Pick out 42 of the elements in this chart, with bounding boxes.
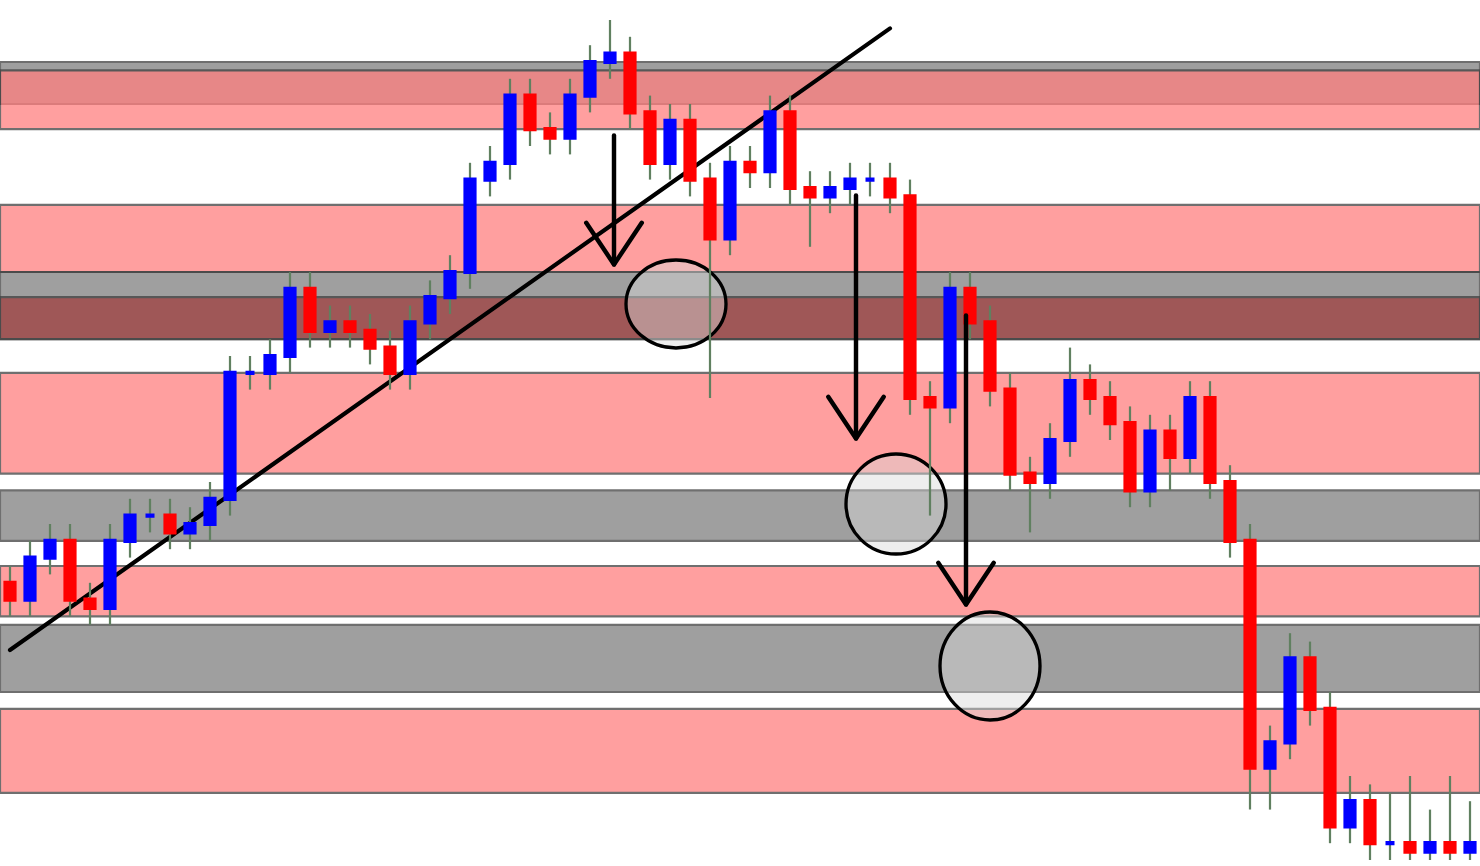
candlestick: [563, 77, 577, 156]
candlestick: [343, 304, 357, 349]
candlestick: [1103, 380, 1117, 442]
candlestick: [823, 170, 837, 215]
candlestick: [743, 144, 757, 190]
candlestick: [603, 18, 617, 80]
candlestick: [923, 380, 937, 517]
candlestick: [423, 279, 437, 341]
candlestick: [883, 161, 897, 215]
candlestick: [43, 522, 57, 576]
candlestick: [1343, 774, 1357, 845]
candlestick: [383, 329, 397, 391]
candlestick: [83, 581, 97, 626]
candlestick: [123, 497, 137, 559]
candlestick: [263, 338, 277, 391]
candlestick: [163, 497, 177, 551]
candlestick: [1443, 774, 1457, 862]
candlestick: [1363, 783, 1377, 862]
candlestick: [363, 312, 377, 366]
candlestick: [1403, 774, 1417, 862]
candlestick: [1163, 413, 1177, 492]
candlestick: [1043, 422, 1057, 500]
candlestick: [663, 102, 677, 181]
candlestick: [963, 270, 977, 341]
candlestick: [1023, 455, 1037, 534]
candlestick: [303, 270, 317, 349]
candlestick: [1083, 363, 1097, 416]
candlestick: [1463, 800, 1477, 862]
candlestick: [1263, 724, 1277, 811]
candlestick: [843, 161, 857, 206]
candlestick: [443, 254, 457, 316]
candlestick: [803, 170, 817, 248]
candlestick: [3, 564, 17, 618]
candlestick: [1423, 808, 1437, 862]
candlestick: [203, 480, 217, 542]
candlestick: [483, 144, 497, 198]
candlestick: [583, 44, 597, 114]
candlestick: [543, 111, 557, 156]
candlestick: [23, 539, 37, 618]
candlestick: [523, 77, 537, 148]
candlestick: [183, 506, 197, 551]
candlestick: [323, 304, 337, 349]
